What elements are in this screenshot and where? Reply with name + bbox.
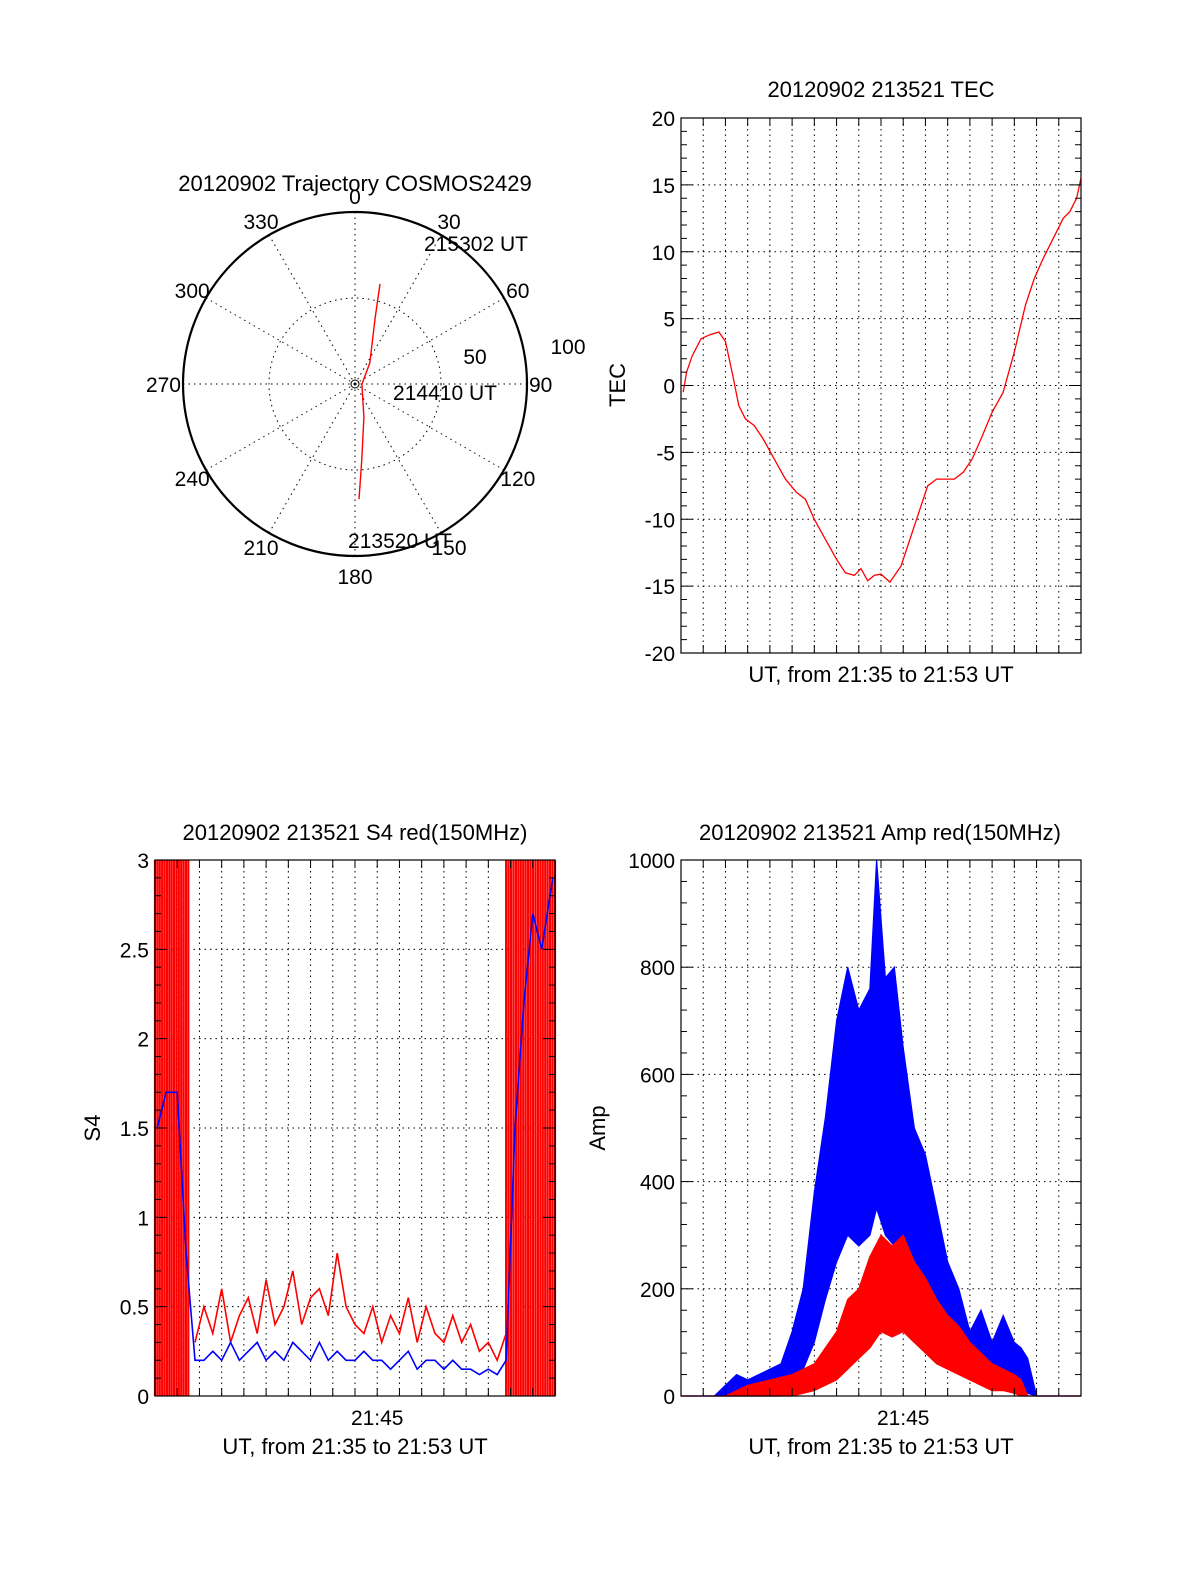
y-tick-label: -20 xyxy=(645,643,675,666)
polar-spoke xyxy=(354,383,442,534)
y-tick-label: -15 xyxy=(645,576,675,599)
y-tick-label: 1 xyxy=(137,1207,149,1230)
polar-spoke xyxy=(268,234,356,385)
polar-spoke xyxy=(354,297,505,385)
s4-panel: 20120902 213521 S4 red(150MHz) 0 0.5 1 1.5 2… xyxy=(80,820,557,1459)
tec-frame xyxy=(680,117,1082,654)
s4-frame xyxy=(154,859,556,1397)
polar-grid-circle xyxy=(268,297,442,471)
y-tick-label: 400 xyxy=(640,1172,675,1195)
amp-series-area xyxy=(681,1234,1081,1397)
polar-spoke xyxy=(268,383,356,534)
s4-grid xyxy=(155,860,555,1396)
amp-ylabel: Amp xyxy=(585,1105,610,1150)
tec-panel: 20120902 213521 TEC -20-15-10-505101520 … xyxy=(605,77,1082,687)
s4-xlabel: UT, from 21:35 to 21:53 UT xyxy=(222,1434,487,1459)
polar-spoke xyxy=(205,297,356,385)
s4-ticks: 0 0.5 1 1.5 2 2.5 3 21:45 xyxy=(120,850,555,1430)
annotation-start-time: 213520 UT xyxy=(348,530,452,553)
y-tick-label: 0 xyxy=(137,1386,149,1409)
y-tick-label: 5 xyxy=(663,309,675,332)
y-tick-label: 0.5 xyxy=(120,1297,149,1320)
y-tick-label: 200 xyxy=(640,1279,675,1302)
tec-title: 20120902 213521 TEC xyxy=(767,77,994,102)
annotation-mid-time: 214410 UT xyxy=(393,382,497,405)
polar-angle-label: 210 xyxy=(243,537,278,560)
tec-ylabel: TEC xyxy=(605,363,630,407)
y-tick-label: 3 xyxy=(137,850,149,873)
y-tick-label: 2.5 xyxy=(120,939,149,962)
s4-series-line xyxy=(156,877,554,1376)
s4-ylabel: S4 xyxy=(80,1115,105,1142)
y-tick-label: 0 xyxy=(663,376,675,399)
polar-spoke xyxy=(354,234,442,385)
x-tick-label: 21:45 xyxy=(877,1407,930,1430)
tec-series-line xyxy=(682,178,1082,584)
amp-ticks: 0 200 400 600 800 1000 21:45 xyxy=(628,850,1081,1430)
tec-grid xyxy=(681,118,1081,653)
y-tick-label: 2 xyxy=(137,1029,149,1052)
amp-panel: 20120902 213521 Amp red(150MHz) 0 200 400 6… xyxy=(585,820,1082,1459)
polar-angle-label: 180 xyxy=(337,566,372,589)
annotation-end-time: 215302 UT xyxy=(424,233,528,256)
polar-angle-labels: 0 30 60 90 120 150 180 210 240 270 300 330 50 100 xyxy=(146,186,586,589)
polar-angle-label: 0 xyxy=(349,186,361,209)
amp-series xyxy=(681,859,1081,1397)
y-tick-label: -10 xyxy=(645,509,675,532)
polar-angle-label: 240 xyxy=(175,468,210,491)
y-tick-label: 20 xyxy=(652,108,675,131)
polar-angle-label: 150 xyxy=(431,537,466,560)
polar-spoke xyxy=(354,383,505,471)
amp-title: 20120902 213521 Amp red(150MHz) xyxy=(699,820,1061,845)
polar-trajectory-panel: 20120902 Trajectory COSMOS2429 0 30 60 90 12… xyxy=(146,171,586,589)
y-tick-label: 0 xyxy=(663,1386,675,1409)
y-tick-label: 1000 xyxy=(628,850,675,873)
tec-series xyxy=(682,178,1082,584)
y-tick-label: 1.5 xyxy=(120,1118,149,1141)
polar-spoke xyxy=(205,383,356,471)
polar-trajectory-line xyxy=(358,283,381,500)
polar-angle-label: 330 xyxy=(243,211,278,234)
y-tick-label: 10 xyxy=(652,242,675,265)
y-tick-label: 15 xyxy=(652,175,675,198)
polar-angle-label: 120 xyxy=(500,468,535,491)
tec-y-ticks: -20 -15 -10 -5 0 5 10 15 20 xyxy=(645,108,1081,666)
polar-angle-label: 90 xyxy=(529,374,552,397)
polar-radius-label: 50 xyxy=(463,346,486,369)
polar-center-marker xyxy=(350,379,360,389)
s4-series xyxy=(153,860,557,1396)
polar-angle-label: 30 xyxy=(437,211,460,234)
amp-xlabel: UT, from 21:35 to 21:53 UT xyxy=(748,1434,1013,1459)
s4-series-line xyxy=(194,1252,507,1363)
y-tick-label: 600 xyxy=(640,1064,675,1087)
polar-radius-label: 100 xyxy=(550,336,585,359)
polar-title: 20120902 Trajectory COSMOS2429 xyxy=(178,171,531,196)
polar-series xyxy=(358,283,381,500)
tec-xlabel: UT, from 21:35 to 21:53 UT xyxy=(748,662,1013,687)
polar-angle-label: 270 xyxy=(146,374,181,397)
polar-angle-label: 300 xyxy=(175,280,210,303)
x-tick-label: 21:45 xyxy=(351,1407,404,1430)
amp-series-area xyxy=(681,859,1081,1397)
y-tick-label: -5 xyxy=(656,442,675,465)
polar-angle-label: 60 xyxy=(506,280,529,303)
s4-title: 20120902 213521 S4 red(150MHz) xyxy=(183,820,528,845)
polar-grid xyxy=(181,210,529,558)
y-tick-label: 800 xyxy=(640,957,675,980)
